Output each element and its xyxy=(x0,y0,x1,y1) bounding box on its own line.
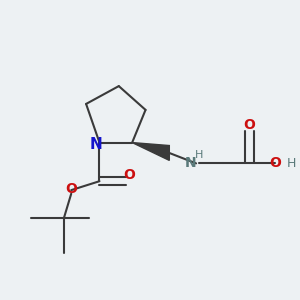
Text: O: O xyxy=(65,182,77,196)
Text: N: N xyxy=(90,136,103,152)
Text: N: N xyxy=(184,156,196,170)
Text: O: O xyxy=(269,156,281,170)
Text: H: H xyxy=(195,150,203,160)
Text: O: O xyxy=(244,118,256,132)
Text: H: H xyxy=(286,157,296,170)
Polygon shape xyxy=(132,142,169,160)
Text: O: O xyxy=(123,168,135,182)
